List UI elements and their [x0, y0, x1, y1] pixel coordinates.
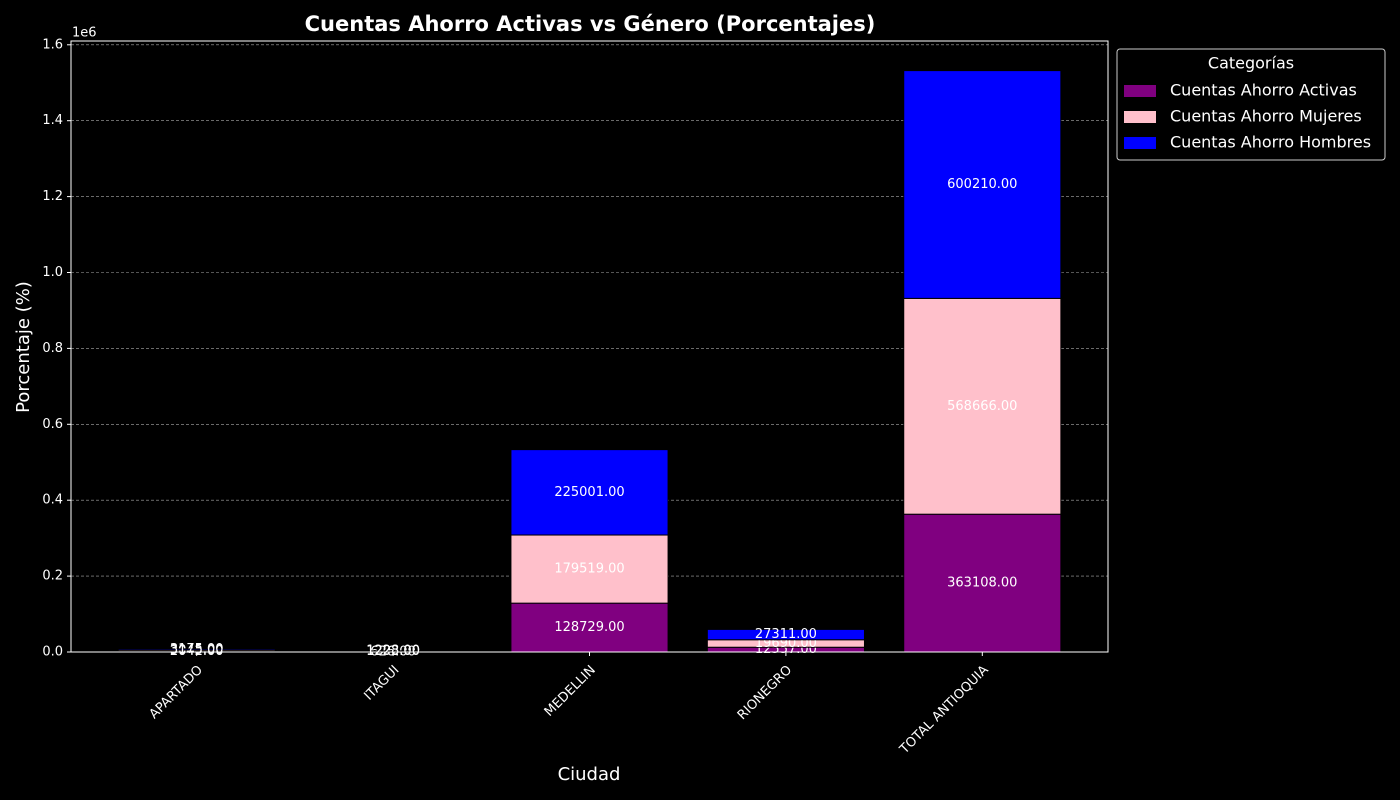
- y-axis-label: Porcentaje (%): [13, 281, 34, 413]
- y-tick-label: 1.0: [42, 265, 63, 280]
- y-tick-label: 0.8: [42, 341, 63, 356]
- x-axis-label: Ciudad: [558, 764, 621, 785]
- bar-segment: [510, 602, 669, 653]
- legend-swatch: [1124, 137, 1156, 149]
- y-tick-label: 0.4: [42, 493, 63, 508]
- value-label: 1228.00: [366, 644, 420, 659]
- bar-segment: [903, 297, 1062, 515]
- plot-frame: [70, 40, 1109, 653]
- bar-segment: [903, 70, 1062, 299]
- legend-swatch: [1124, 111, 1156, 123]
- y-tick-label: 1.6: [42, 37, 63, 52]
- value-label: 3045.00: [170, 643, 224, 658]
- legend-box: [1116, 48, 1386, 161]
- value-label: 128729.00: [554, 620, 624, 635]
- y-tick-label: 0.6: [42, 417, 63, 432]
- y-tick-label: 1.4: [42, 113, 63, 128]
- y-tick-label: 0.2: [42, 569, 63, 584]
- value-label: 225001.00: [554, 485, 624, 500]
- bar-segment: [706, 628, 865, 641]
- legend-swatch: [1124, 85, 1156, 97]
- chart-title: Cuentas Ahorro Activas vs Género (Porcen…: [305, 12, 876, 36]
- bar-segment: [510, 534, 669, 604]
- value-label: 27311.00: [755, 627, 817, 642]
- bar-segment: [510, 449, 669, 536]
- value-label: 600210.00: [947, 177, 1017, 192]
- y-tick-label: 1.2: [42, 189, 63, 204]
- legend-label: Cuentas Ahorro Hombres: [1170, 133, 1371, 152]
- value-label: 363108.00: [947, 576, 1017, 591]
- bar-segment: [117, 648, 276, 651]
- value-label: 179519.00: [554, 562, 624, 577]
- legend-title: Categorías: [1208, 54, 1294, 73]
- legend-label: Cuentas Ahorro Mujeres: [1170, 107, 1362, 126]
- y-tick-label: 0.0: [42, 645, 63, 660]
- legend-label: Cuentas Ahorro Activas: [1170, 81, 1357, 100]
- value-label: 568666.00: [947, 399, 1017, 414]
- value-label: 3175.00: [170, 642, 224, 657]
- y-offset-label: 1e6: [72, 26, 97, 41]
